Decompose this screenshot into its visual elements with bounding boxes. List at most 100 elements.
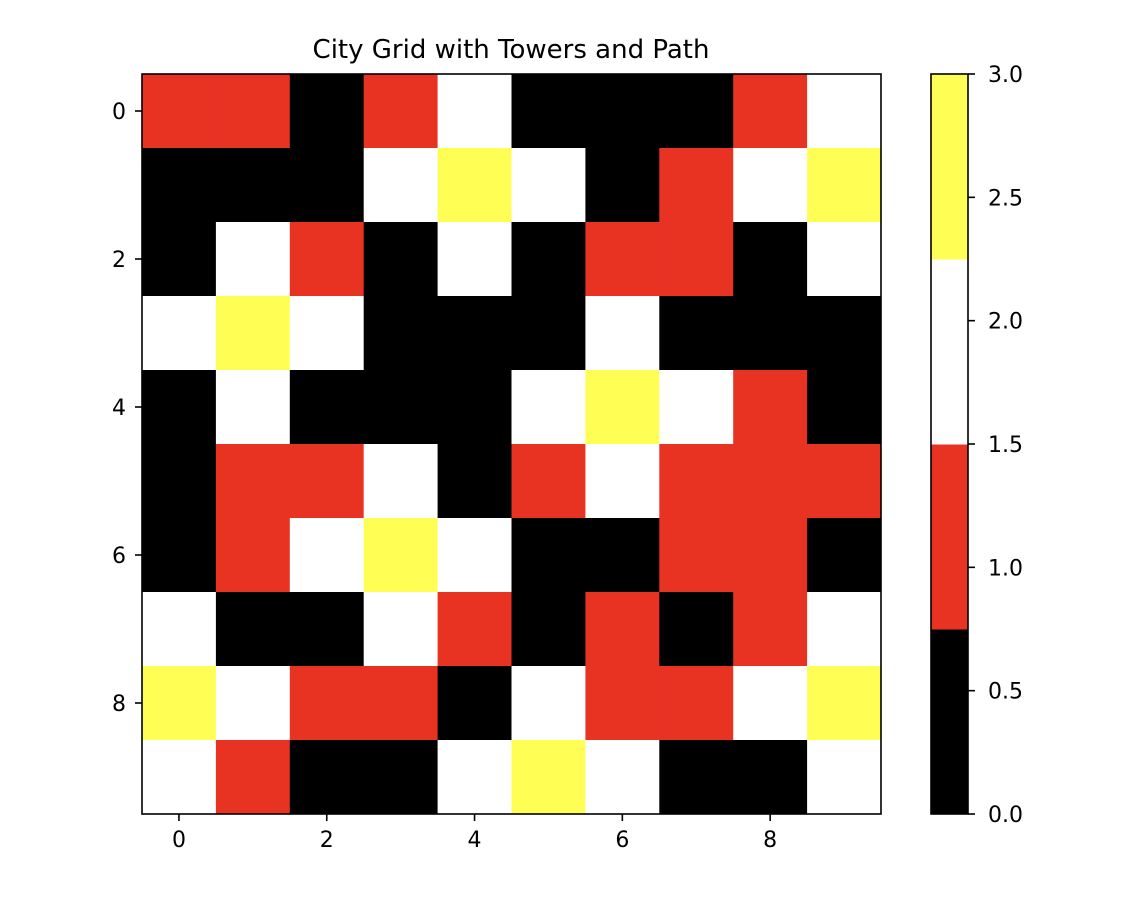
heatmap-cell [585, 666, 660, 741]
heatmap-cell [363, 518, 439, 593]
heatmap-cell [733, 740, 808, 815]
heatmap-cell [363, 296, 439, 371]
heatmap-cell [807, 370, 882, 445]
heatmap-cell [215, 518, 291, 593]
heatmap-cell [437, 592, 512, 667]
heatmap-cell [659, 222, 734, 297]
heatmap-cell [437, 740, 512, 815]
heatmap-cell [142, 740, 217, 815]
heatmap-cell [142, 370, 217, 445]
heatmap-cell [807, 148, 882, 223]
heatmap-cell [215, 74, 291, 149]
colorbar-segment [931, 629, 968, 815]
heatmap-cell [363, 148, 439, 223]
heatmap-cell [289, 592, 365, 667]
heatmap-cell [585, 370, 660, 445]
heatmap-cells [142, 74, 882, 815]
heatmap-cell [289, 370, 365, 445]
heatmap-cell [659, 444, 734, 519]
heatmap-cell [215, 592, 291, 667]
heatmap-cell [437, 370, 512, 445]
heatmap-cell [142, 74, 217, 149]
heatmap-cell [659, 370, 734, 445]
colorbar-tick-label: 0.0 [988, 803, 1023, 828]
heatmap-cell [437, 74, 512, 149]
heatmap-cell [733, 370, 808, 445]
heatmap-cell [585, 148, 660, 223]
heatmap-cell [659, 148, 734, 223]
heatmap-cell [511, 592, 586, 667]
heatmap-cell [363, 666, 439, 741]
heatmap-cell [437, 518, 512, 593]
heatmap-cell [733, 666, 808, 741]
x-tick-label: 8 [763, 828, 777, 853]
heatmap-cell [807, 518, 882, 593]
heatmap-cell [142, 444, 217, 519]
heatmap-cell [511, 296, 586, 371]
heatmap-cell [363, 444, 439, 519]
heatmap-cell [733, 222, 808, 297]
heatmap-cell [289, 518, 365, 593]
heatmap-cell [733, 592, 808, 667]
x-tick-label: 2 [320, 828, 334, 853]
heatmap-cell [807, 296, 882, 371]
heatmap-cell [437, 444, 512, 519]
heatmap-cell [807, 444, 882, 519]
colorbar-segment [931, 259, 968, 445]
heatmap-cell [142, 148, 217, 223]
heatmap-cell [142, 518, 217, 593]
heatmap-cell [289, 740, 365, 815]
heatmap-cell [289, 74, 365, 149]
heatmap-cell [437, 296, 512, 371]
heatmap-cell [807, 74, 882, 149]
heatmap-cell [733, 518, 808, 593]
y-tick-label: 4 [112, 396, 126, 421]
heatmap-cell [142, 666, 217, 741]
y-tick-label: 0 [112, 100, 126, 125]
heatmap-cell [363, 370, 439, 445]
heatmap-cell [585, 74, 660, 149]
heatmap-cell [289, 666, 365, 741]
colorbar-tick-label: 1.5 [988, 433, 1023, 458]
heatmap-cell [363, 222, 439, 297]
heatmap-cell [215, 740, 291, 815]
heatmap-cell [585, 740, 660, 815]
heatmap-cell [659, 740, 734, 815]
heatmap-cell [437, 148, 512, 223]
heatmap-cell [585, 444, 660, 519]
heatmap-cell [807, 666, 882, 741]
colorbar-tick-label: 2.0 [988, 310, 1023, 335]
heatmap-cell [659, 592, 734, 667]
heatmap-cell [511, 370, 586, 445]
heatmap-cell [807, 592, 882, 667]
heatmap-cell [215, 296, 291, 371]
colorbar-segment [931, 444, 968, 630]
heatmap-cell [289, 444, 365, 519]
heatmap-cell [511, 740, 586, 815]
heatmap-cell [215, 444, 291, 519]
heatmap-cell [289, 148, 365, 223]
heatmap-cell [215, 222, 291, 297]
y-axis: 0 2 4 6 8 [112, 100, 142, 717]
colorbar: 0.0 0.5 1.0 1.5 2.0 2.5 3.0 [930, 63, 1023, 828]
heatmap-cell [511, 666, 586, 741]
colorbar-segment [931, 74, 968, 260]
heatmap-cell [659, 666, 734, 741]
heatmap-cell [363, 592, 439, 667]
heatmap-cell [289, 296, 365, 371]
colorbar-tick-label: 0.5 [988, 680, 1023, 705]
heatmap-cell [215, 148, 291, 223]
heatmap-cell [659, 518, 734, 593]
y-tick-label: 8 [112, 692, 126, 717]
colorbar-tick-label: 3.0 [988, 63, 1023, 88]
heatmap-cell [659, 296, 734, 371]
chart-title: City Grid with Towers and Path [313, 35, 710, 65]
heatmap-cell [511, 222, 586, 297]
heatmap-cell [437, 222, 512, 297]
x-tick-label: 0 [172, 828, 186, 853]
x-tick-label: 4 [468, 828, 482, 853]
heatmap-cell [733, 148, 808, 223]
heatmap-cell [585, 592, 660, 667]
heatmap-cell [511, 74, 586, 149]
